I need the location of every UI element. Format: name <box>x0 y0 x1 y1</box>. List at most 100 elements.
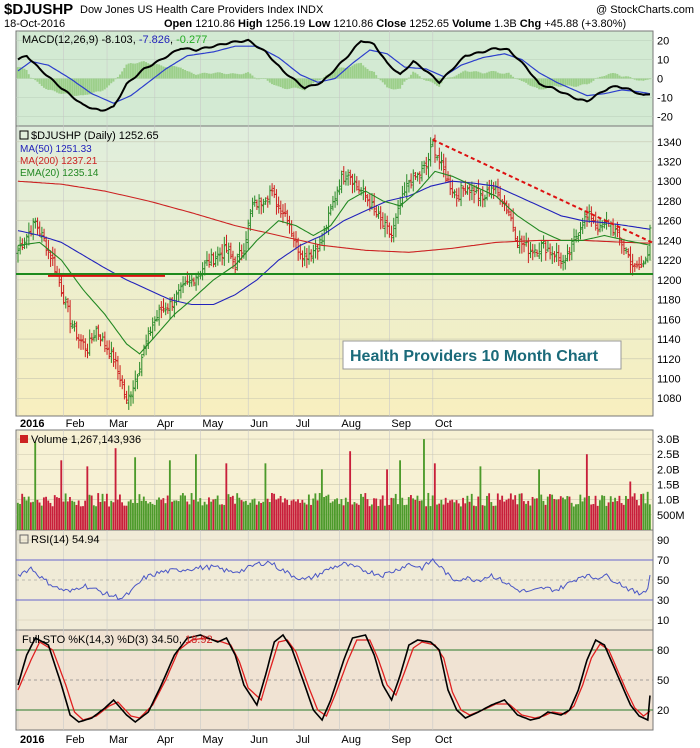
volume-bar <box>644 503 647 530</box>
volume-bar <box>271 492 273 530</box>
macd-histogram-bar <box>19 67 22 79</box>
macd-histogram-bar <box>186 71 189 79</box>
volume-bar <box>507 498 510 530</box>
volume-bar <box>648 504 651 530</box>
macd-histogram-bar <box>97 78 100 92</box>
macd-histogram-bar <box>603 76 606 79</box>
volume-bar <box>418 500 421 530</box>
volume-bar <box>449 500 451 530</box>
volume-bar <box>294 501 297 530</box>
macd-histogram-bar <box>420 78 423 79</box>
macd-histogram-bar <box>368 70 371 79</box>
macd-histogram-bar <box>16 67 19 79</box>
macd-histogram-bar <box>529 78 532 86</box>
volume-bar <box>244 500 247 530</box>
volume-bar <box>396 504 399 530</box>
macd-histogram-bar <box>518 78 521 80</box>
volume-bar <box>34 442 37 530</box>
volume-bar <box>459 506 462 530</box>
volume-bar <box>275 499 278 530</box>
volume-bar <box>542 500 545 530</box>
volume-bar <box>386 469 388 530</box>
volume-bar <box>331 501 334 530</box>
price-tick-label: 1340 <box>657 137 681 149</box>
volume-bar <box>401 497 404 530</box>
macd-histogram-bar <box>286 78 289 90</box>
macd-histogram-bar <box>125 64 128 79</box>
volume-bar <box>218 504 221 530</box>
volume-bar <box>188 504 191 530</box>
macd-histogram-bar <box>347 67 349 79</box>
rsi-legend-marker <box>19 534 29 544</box>
volume-bar <box>579 494 582 530</box>
macd-histogram-bar <box>559 78 562 87</box>
volume-bar <box>618 495 621 530</box>
macd-histogram-bar <box>401 78 404 85</box>
volume-bar <box>36 499 39 530</box>
volume-bar <box>562 497 564 530</box>
volume-bar <box>455 500 458 530</box>
volume-bar <box>407 497 410 530</box>
macd-histogram-bar <box>73 78 76 96</box>
price-legend-title: $DJUSHP (Daily) 1252.65 <box>31 130 159 142</box>
x-tick-label: Feb <box>66 734 85 746</box>
volume-bar <box>353 502 356 530</box>
volume-bar <box>288 504 291 530</box>
volume-bar <box>598 500 601 530</box>
volume-bar <box>479 466 482 530</box>
x-tick-label: Jun <box>250 734 268 746</box>
volume-bar <box>470 493 473 530</box>
macd-histogram-bar <box>210 73 213 79</box>
macd-histogram-bar <box>507 72 510 79</box>
macd-histogram-bar <box>307 78 310 86</box>
volume-bar <box>596 505 599 530</box>
price-tick-label: 1160 <box>657 314 681 326</box>
macd-histogram-bar <box>577 78 580 87</box>
volume-bar <box>242 501 245 530</box>
macd-histogram-bar <box>301 78 304 90</box>
volume-bar <box>529 505 532 530</box>
volume-bar <box>140 500 143 530</box>
volume-tick-label: 1.0B <box>657 495 680 507</box>
volume-bar <box>314 493 317 530</box>
macd-histogram-bar <box>605 75 608 79</box>
volume-bar <box>625 495 627 530</box>
x-tick-label: Aug <box>341 418 361 430</box>
macd-histogram-bar <box>173 66 176 79</box>
macd-histogram-bar <box>357 63 360 79</box>
volume-bar <box>192 499 195 530</box>
x-tick-label: 2016 <box>20 418 44 430</box>
volume-bar <box>79 506 82 530</box>
macd-histogram-bar <box>229 73 232 79</box>
macd-histogram-bar <box>525 78 528 83</box>
volume-bar <box>466 495 469 530</box>
volume-bar <box>223 504 226 530</box>
x-tick-label: Jul <box>296 734 310 746</box>
macd-histogram-bar <box>262 78 265 79</box>
macd-histogram-bar <box>620 76 623 79</box>
macd-histogram-bar <box>416 74 419 79</box>
x-tick-label: Apr <box>157 418 174 430</box>
macd-histogram-bar <box>168 66 171 79</box>
volume-bar <box>312 498 315 530</box>
macd-histogram-bar <box>353 64 356 79</box>
macd-histogram-bar <box>266 78 269 81</box>
volume-bar <box>279 495 282 530</box>
macd-histogram-bar <box>601 76 604 79</box>
macd-histogram-bar <box>147 63 150 79</box>
volume-bar <box>642 493 645 530</box>
macd-histogram-bar <box>486 72 488 79</box>
volume-bar <box>503 501 506 530</box>
macd-histogram-bar <box>377 77 380 79</box>
volume-bar <box>129 499 132 530</box>
macd-histogram-bar <box>88 78 91 95</box>
price-tick-label: 1220 <box>657 255 681 267</box>
volume-bar <box>492 505 495 530</box>
macd-histogram-bar <box>129 63 132 79</box>
volume-bar <box>342 505 345 530</box>
macd-histogram-bar <box>114 78 117 80</box>
macd-histogram-bar <box>527 78 530 85</box>
macd-histogram-bar <box>244 72 247 79</box>
macd-signal-line <box>17 45 651 104</box>
macd-histogram-bar <box>199 73 202 79</box>
